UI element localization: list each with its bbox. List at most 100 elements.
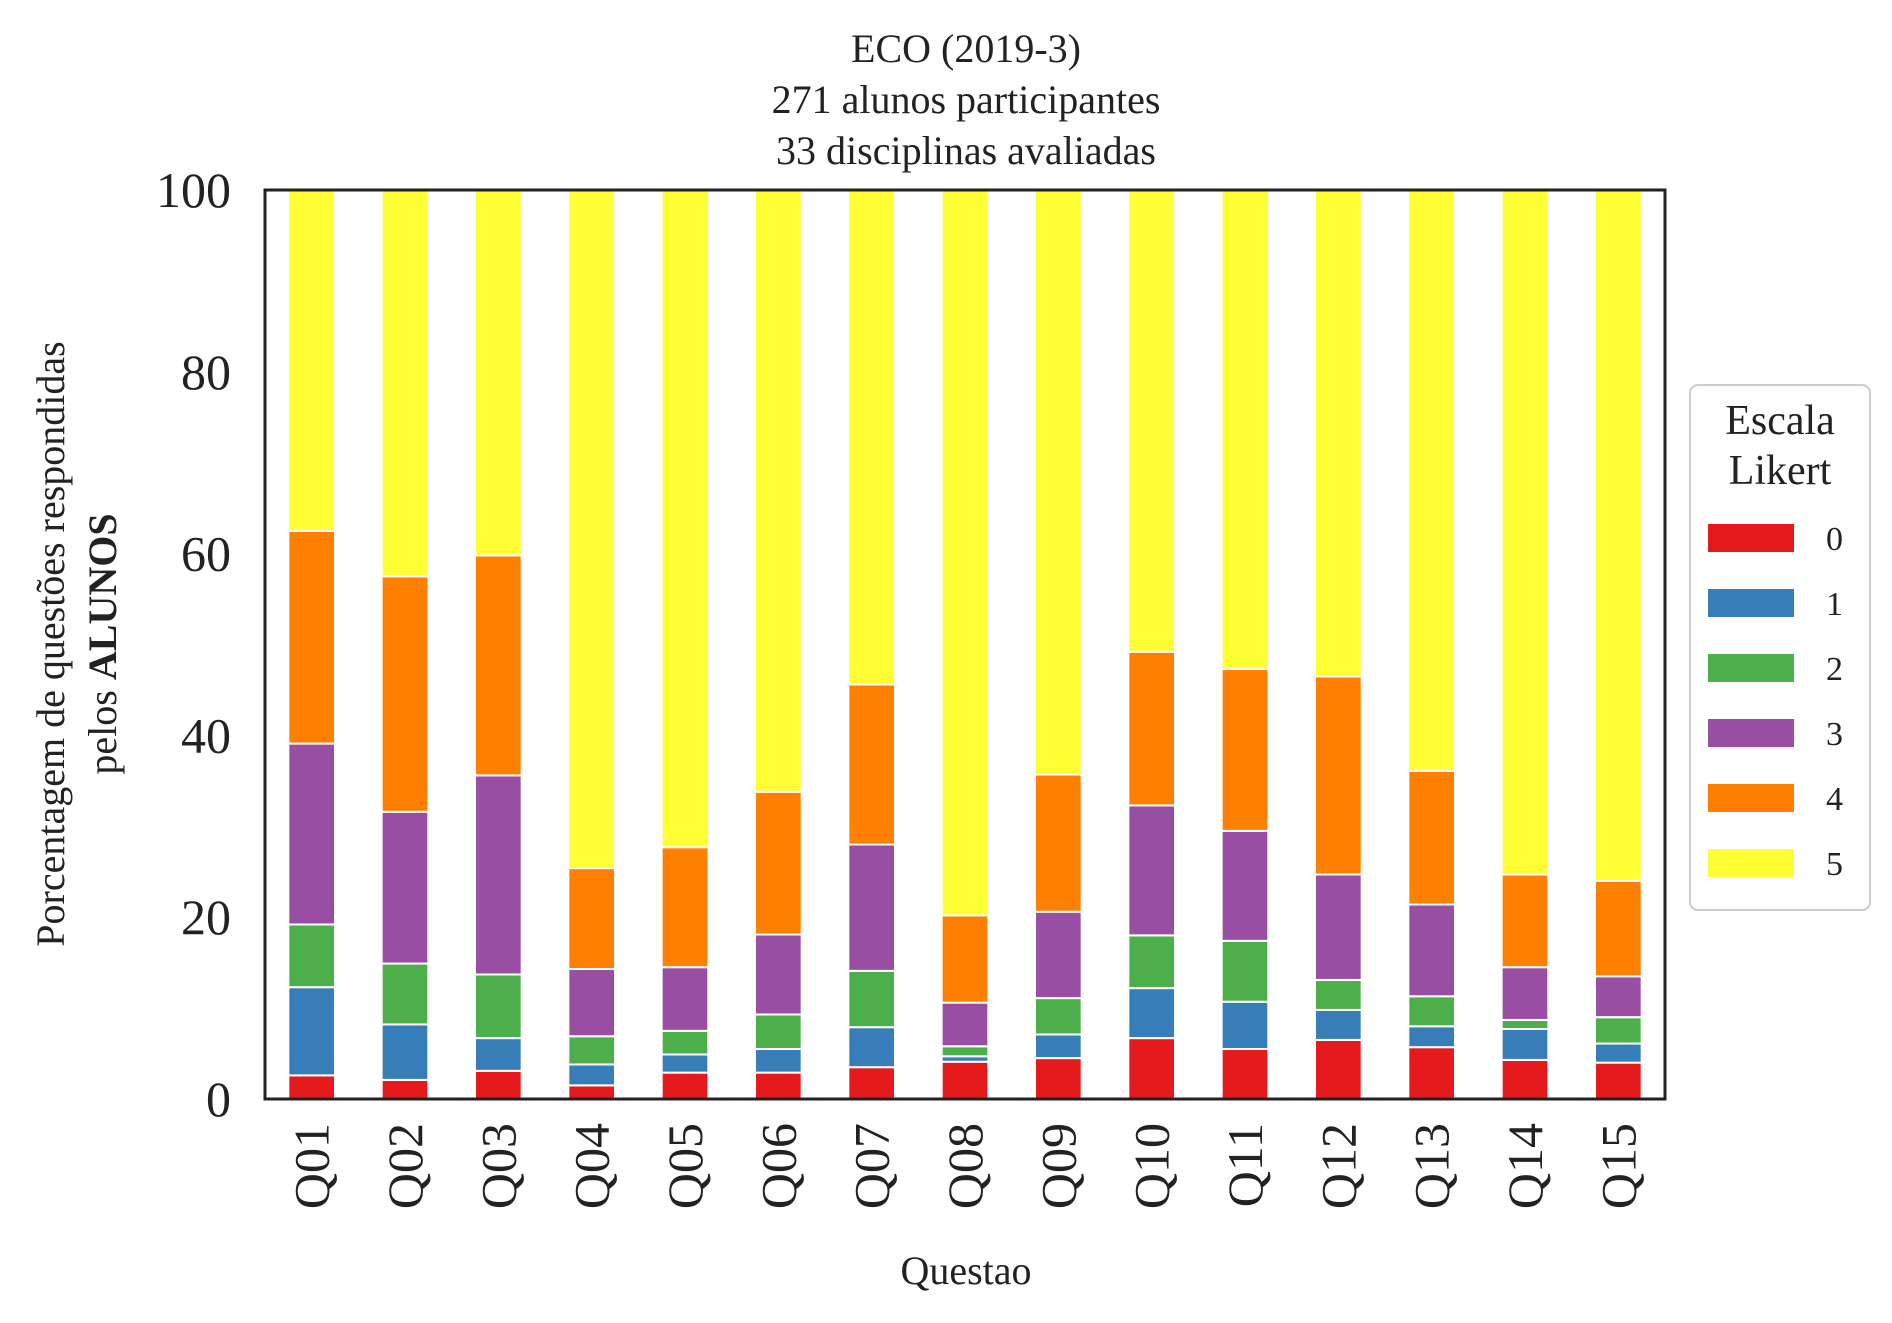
bar-q15-likert-5 — [1594, 189, 1643, 882]
y-tick-label-40: 40 — [181, 707, 231, 763]
bar-q13-likert-1 — [1407, 1025, 1457, 1049]
bar-stack-q11 — [1220, 189, 1270, 1101]
bar-q08-likert-5 — [940, 189, 990, 917]
bar-q13-likert-5 — [1407, 189, 1457, 772]
bar-q03-likert-1 — [474, 1037, 523, 1072]
bar-stack-q01 — [287, 189, 337, 1100]
bar-q14-likert-2 — [1500, 1018, 1550, 1031]
legend-swatch-0 — [1708, 524, 1794, 552]
bar-q01-likert-0 — [287, 1074, 337, 1100]
legend-title-line-2: Likert — [1729, 448, 1832, 494]
bar-q05-likert-0 — [660, 1071, 710, 1101]
bar-q03-likert-5 — [474, 189, 523, 557]
legend-label-1: 1 — [1826, 586, 1843, 623]
bar-q01-likert-2 — [287, 923, 337, 989]
bar-q10-likert-4 — [1127, 650, 1177, 807]
legend-swatch-1 — [1708, 589, 1794, 617]
bar-stack-q02 — [380, 189, 430, 1101]
bar-q02-likert-3 — [380, 810, 430, 965]
bar-q07-likert-2 — [847, 969, 896, 1029]
x-tick-label-q01: Q01 — [284, 1123, 340, 1209]
bar-q12-likert-3 — [1314, 873, 1363, 981]
bar-q10-likert-1 — [1127, 987, 1177, 1040]
y-tick-label-100: 100 — [156, 162, 231, 218]
bar-q09-likert-4 — [1034, 773, 1083, 913]
bar-q09-likert-0 — [1034, 1057, 1083, 1100]
bar-stack-q04 — [567, 189, 616, 1100]
bar-q12-likert-4 — [1314, 675, 1363, 876]
bar-q02-likert-4 — [380, 575, 430, 813]
bar-q14-likert-5 — [1500, 189, 1550, 876]
legend-swatch-5 — [1708, 849, 1794, 877]
y-axis-label-bold: ALUNOS — [80, 513, 125, 680]
bar-stack-q10 — [1127, 189, 1177, 1101]
x-tick-label-q08: Q08 — [937, 1123, 993, 1209]
bar-q09-likert-2 — [1034, 997, 1083, 1036]
bar-q04-likert-1 — [567, 1063, 616, 1087]
legend: Escala Likert 0 1 2 3 4 5 — [1689, 384, 1871, 911]
bar-stack-q14 — [1500, 189, 1550, 1100]
bar-q06-likert-3 — [754, 933, 803, 1016]
bar-q14-likert-0 — [1500, 1058, 1550, 1100]
bar-q01-likert-1 — [287, 986, 337, 1077]
bar-q11-likert-2 — [1220, 939, 1270, 1003]
bar-q11-likert-3 — [1220, 829, 1270, 942]
bar-q07-likert-5 — [847, 189, 896, 686]
bar-q05-likert-2 — [660, 1029, 710, 1056]
bar-q13-likert-2 — [1407, 995, 1457, 1028]
bar-q13-likert-3 — [1407, 903, 1457, 998]
bar-q12-likert-0 — [1314, 1038, 1363, 1101]
legend-frame — [1689, 384, 1871, 911]
bar-q09-likert-1 — [1034, 1033, 1083, 1060]
bar-q07-likert-4 — [847, 683, 896, 846]
bar-q15-likert-2 — [1594, 1016, 1643, 1045]
bar-stack-q07 — [847, 189, 896, 1101]
bar-q11-likert-4 — [1220, 668, 1270, 832]
bar-q10-likert-2 — [1127, 934, 1177, 990]
x-tick-label-q04: Q04 — [564, 1123, 620, 1209]
bar-q13-likert-0 — [1407, 1046, 1457, 1101]
bar-q10-likert-5 — [1127, 189, 1177, 653]
bar-q11-likert-5 — [1220, 189, 1270, 671]
x-tick-label-q05: Q05 — [657, 1123, 713, 1209]
bar-q08-likert-4 — [940, 914, 990, 1004]
bar-q10-likert-3 — [1127, 804, 1177, 937]
bar-q01-likert-3 — [287, 742, 337, 926]
x-axis-label: Questao — [900, 1248, 1031, 1293]
bar-q14-likert-4 — [1500, 873, 1550, 969]
bar-q03-likert-4 — [474, 554, 523, 777]
bar-q05-likert-4 — [660, 846, 710, 969]
y-ticks: 0 20 40 60 80 100 — [156, 162, 231, 1127]
bar-q07-likert-3 — [847, 843, 896, 972]
bar-q10-likert-0 — [1127, 1037, 1177, 1101]
bar-q03-likert-2 — [474, 973, 523, 1040]
legend-swatch-4 — [1708, 784, 1794, 812]
bar-q13-likert-4 — [1407, 769, 1457, 906]
bar-q15-likert-0 — [1594, 1061, 1643, 1101]
bar-q03-likert-0 — [474, 1069, 523, 1101]
bar-q04-likert-2 — [567, 1035, 616, 1066]
bar-q06-likert-5 — [754, 189, 803, 793]
x-tick-label-q07: Q07 — [844, 1123, 900, 1209]
bar-q04-likert-3 — [567, 968, 616, 1038]
bar-q07-likert-0 — [847, 1066, 896, 1101]
y-tick-label-20: 20 — [181, 889, 231, 945]
x-tick-label-q11: Q11 — [1217, 1123, 1273, 1207]
bar-q02-likert-1 — [380, 1023, 430, 1081]
bar-q12-likert-2 — [1314, 978, 1363, 1011]
chart-title-line-2: 271 alunos participantes — [772, 77, 1161, 122]
bar-q02-likert-0 — [380, 1078, 430, 1101]
bar-q02-likert-2 — [380, 962, 430, 1026]
bar-q15-likert-3 — [1594, 975, 1643, 1019]
chart-title-line-3: 33 disciplinas avaliadas — [776, 128, 1156, 173]
legend-label-4: 4 — [1826, 781, 1843, 818]
plot-frame — [263, 188, 1667, 1101]
x-tick-label-q06: Q06 — [750, 1123, 806, 1209]
bar-q06-likert-1 — [754, 1048, 803, 1074]
legend-label-3: 3 — [1826, 716, 1843, 753]
bars-layer — [287, 189, 1643, 1101]
bar-q05-likert-3 — [660, 966, 710, 1032]
legend-title-line-1: Escala — [1725, 398, 1835, 444]
bar-q11-likert-1 — [1220, 1000, 1270, 1051]
